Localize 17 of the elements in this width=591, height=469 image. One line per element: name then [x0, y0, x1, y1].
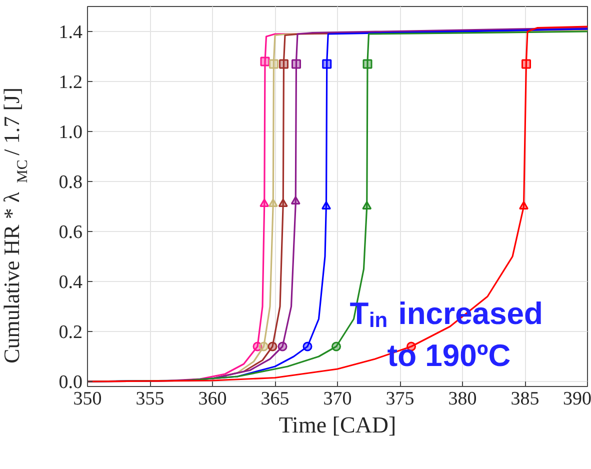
x-tick-label: 375 — [386, 388, 414, 410]
y-tick-label: 0.4 — [58, 272, 83, 293]
y-tick-label: 0.6 — [58, 222, 82, 243]
x-axis-title: Time [CAD] — [278, 412, 396, 438]
x-tick-label: 385 — [510, 388, 540, 410]
y-tick-label: 1.2 — [58, 72, 82, 93]
y-tick-label: 0.2 — [58, 322, 82, 343]
y-tick-label: 1.4 — [58, 22, 83, 43]
x-tick-label: 390 — [563, 388, 591, 410]
x-tick-label: 360 — [198, 388, 227, 410]
x-tick-label: 370 — [323, 388, 352, 410]
y-tick-label: 1.0 — [58, 122, 82, 143]
x-tick-label: 380 — [448, 388, 477, 410]
y-axis-title: Cumulative HR * λMC / 1.7 [J] — [0, 88, 31, 364]
x-tick-label: 355 — [136, 388, 164, 410]
y-tick-label: 0.8 — [58, 172, 82, 193]
x-tick-label: 365 — [260, 388, 290, 410]
